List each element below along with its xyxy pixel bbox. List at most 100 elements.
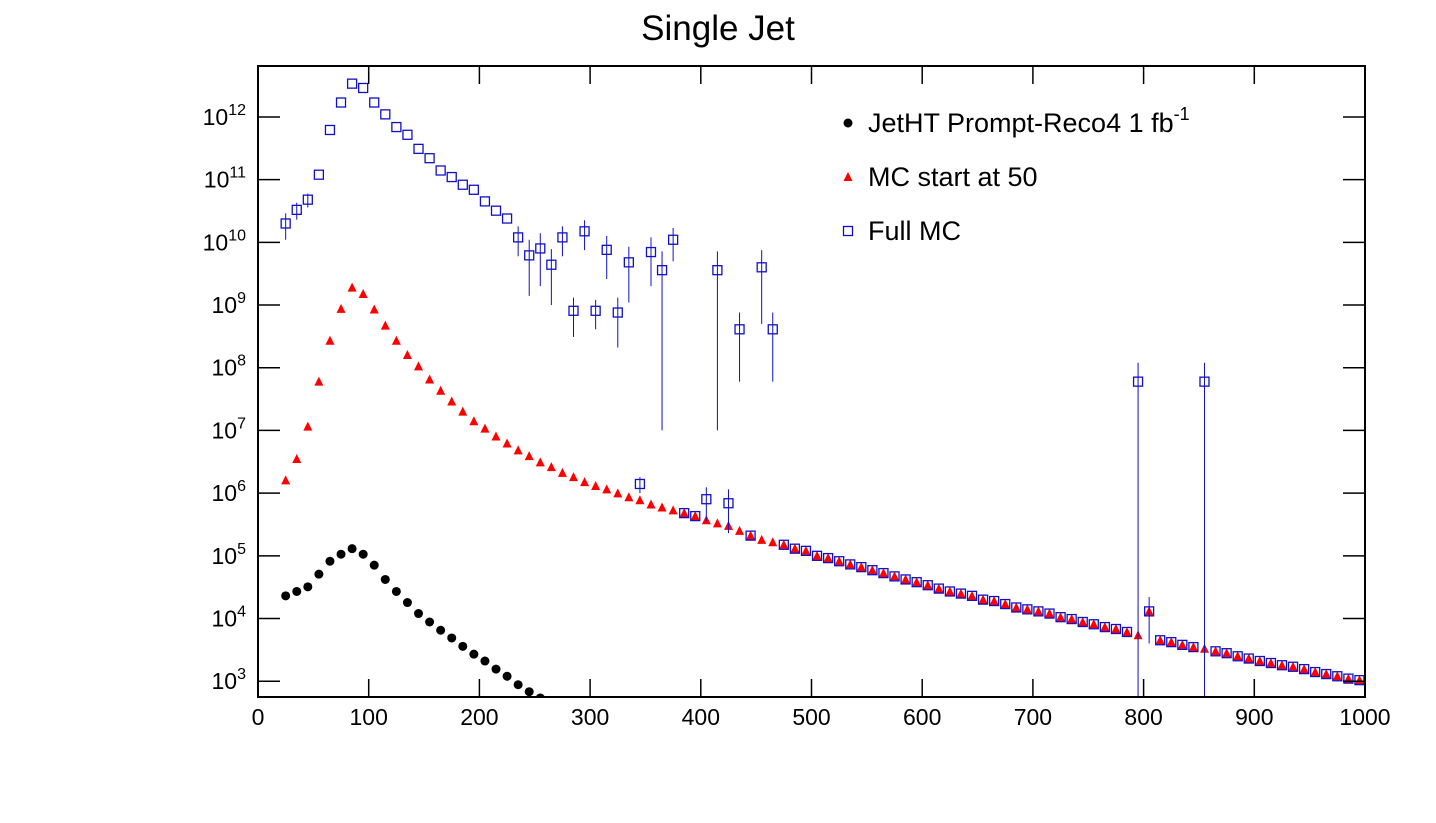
data-point	[834, 556, 845, 567]
data-point	[1221, 648, 1232, 659]
data-point	[955, 588, 967, 599]
data-point	[989, 595, 1000, 607]
data-point	[746, 530, 756, 540]
data-point	[1244, 653, 1254, 663]
data-point	[513, 445, 523, 455]
y-tick-label: 106	[212, 478, 247, 506]
data-point	[568, 472, 578, 482]
y-tick-base: 10	[212, 417, 238, 443]
y-tick-exponent: 10	[228, 227, 246, 244]
legend-marker	[842, 225, 854, 237]
data-point	[823, 553, 833, 563]
data-point	[346, 78, 358, 89]
y-tick-base: 10	[212, 355, 238, 381]
y-tick-label: 103	[212, 666, 247, 694]
data-point	[890, 571, 900, 581]
data-point	[634, 478, 646, 490]
data-point	[778, 539, 789, 550]
data-point	[933, 583, 944, 594]
y-tick-base: 10	[203, 229, 229, 255]
data-point	[800, 545, 812, 557]
data-point	[1211, 646, 1221, 656]
data-point	[303, 421, 313, 431]
data-point	[469, 416, 479, 426]
data-point	[811, 550, 823, 561]
y-tick-label: 109	[212, 290, 247, 318]
data-point	[325, 556, 335, 566]
legend-marker	[843, 118, 853, 128]
data-point	[490, 205, 502, 216]
data-point	[1155, 635, 1165, 645]
x-tick-label: 300	[571, 704, 609, 730]
data-point	[414, 361, 424, 371]
data-point	[768, 537, 778, 547]
data-point	[1210, 646, 1221, 657]
data-point	[336, 303, 346, 313]
data-point	[402, 129, 413, 140]
data-point	[1121, 626, 1133, 638]
data-point	[1188, 641, 1199, 653]
data-point	[391, 121, 402, 133]
data-point	[1111, 624, 1121, 634]
y-tick-label: 107	[212, 415, 247, 443]
data-point	[1033, 606, 1043, 616]
chart-title: Single Jet	[641, 9, 795, 48]
data-point	[856, 561, 867, 573]
data-point	[1100, 622, 1110, 632]
data-point	[458, 406, 468, 416]
data-point	[889, 571, 900, 582]
data-point	[1321, 669, 1331, 679]
data-point	[679, 507, 690, 519]
legend-label: MC start at 50	[868, 162, 1038, 192]
legend-label: JetHT Prompt-Reco4 1 fb-1	[868, 104, 1190, 138]
data-point	[712, 265, 723, 276]
data-point	[1254, 655, 1265, 667]
y-tick-label: 1012	[203, 102, 246, 130]
data-point	[1056, 612, 1066, 622]
x-tick-label: 700	[1014, 704, 1052, 730]
data-point	[1177, 639, 1187, 649]
x-tick-label: 400	[682, 704, 720, 730]
data-point	[623, 257, 634, 268]
data-point	[281, 475, 291, 485]
data-point	[767, 324, 778, 335]
data-point	[1077, 616, 1088, 628]
data-point	[291, 204, 302, 215]
y-tick-base: 10	[212, 480, 238, 506]
x-tick-label: 500	[792, 704, 830, 730]
data-point	[613, 488, 623, 498]
x-tick-label: 600	[903, 704, 941, 730]
data-point	[1166, 637, 1176, 647]
data-point	[690, 511, 700, 521]
data-point	[757, 534, 767, 544]
data-point	[480, 423, 490, 433]
data-point	[1022, 604, 1032, 614]
data-point	[458, 641, 468, 651]
data-point	[546, 462, 556, 472]
data-point	[612, 307, 623, 318]
legend-label: Full MC	[868, 216, 961, 246]
data-point	[580, 477, 590, 487]
data-point	[347, 544, 357, 554]
data-point	[1089, 619, 1099, 629]
data-point	[1132, 376, 1144, 387]
data-point	[425, 617, 435, 627]
data-point	[1343, 673, 1353, 683]
data-point	[922, 580, 933, 591]
data-point	[1354, 674, 1365, 686]
y-tick-base: 10	[212, 292, 238, 318]
data-point	[1277, 660, 1287, 670]
data-point	[1298, 663, 1310, 675]
data-point	[1343, 673, 1354, 684]
data-point	[945, 586, 955, 596]
data-point	[424, 153, 435, 164]
data-point	[446, 171, 457, 183]
data-point	[978, 594, 988, 604]
data-point	[1243, 653, 1254, 664]
y-tick-base: 10	[204, 167, 230, 193]
data-point	[912, 577, 922, 587]
data-point	[413, 143, 424, 155]
y-tick-base: 10	[203, 104, 229, 130]
data-point	[667, 234, 679, 245]
